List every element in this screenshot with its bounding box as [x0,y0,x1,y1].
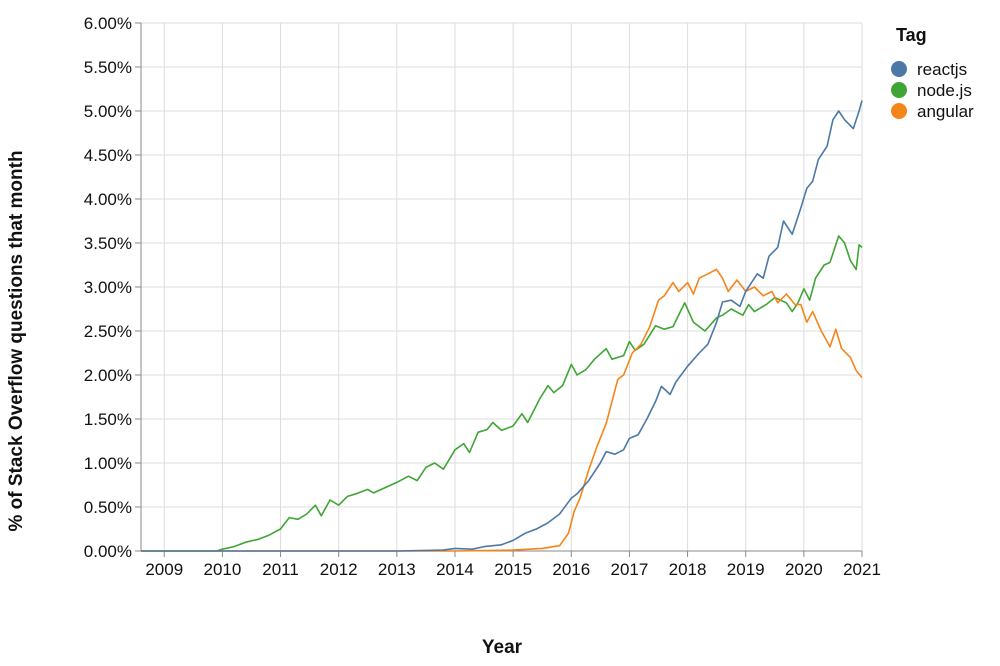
legend-label: node.js [917,81,972,100]
x-tick-label: 2017 [611,560,649,579]
x-tick-label: 2018 [669,560,707,579]
x-tick-label: 2012 [320,560,358,579]
y-tick-label: 3.50% [84,234,132,253]
x-tick-label: 2009 [145,560,183,579]
x-tick-label: 2013 [378,560,416,579]
series-line-angular [141,268,863,552]
legend-title: Tag [896,25,927,45]
x-tick-label: 2011 [262,560,299,579]
y-axis-title: % of Stack Overflow questions that month [6,150,27,531]
axes: 0.00% 0.50% 1.00% 1.50% 2.00% 2.50% 3.00% 3.50%… [84,14,881,579]
x-tick-label: 2019 [727,560,765,579]
series-line-node-js [141,235,863,552]
x-tick-label: 2015 [494,560,532,579]
series-line-reactjs [141,100,863,552]
series-lines [141,100,863,552]
y-tick-label: 2.50% [84,322,132,341]
x-tick-label: 2016 [552,560,590,579]
legend-swatch [891,103,907,119]
gridlines [141,22,863,552]
y-tick-label: 1.50% [84,410,132,429]
y-tick-label: 6.00% [84,14,132,33]
y-tick-label: 2.00% [84,366,132,385]
y-tick-label: 0.50% [84,498,132,517]
x-tick-label: 2021 [843,560,881,579]
x-tick-label: 2020 [785,560,823,579]
legend-swatch [891,61,907,77]
y-tick-label: 3.00% [84,278,132,297]
y-tick-label: 0.00% [84,542,132,561]
y-tick-label: 4.50% [84,146,132,165]
x-axis-title: Year [482,637,523,658]
y-tick-label: 5.50% [84,58,132,77]
y-tick-label: 1.00% [84,454,132,473]
legend-swatch [891,82,907,98]
x-tick-label: 2014 [436,560,474,579]
legend: Tag reactjs node.js angular [891,25,974,121]
y-tick-label: 4.00% [84,190,132,209]
legend-label: angular [917,102,974,121]
x-tick-label: 2010 [203,560,241,579]
y-tick-label: 5.00% [84,102,132,121]
legend-label: reactjs [917,60,967,79]
